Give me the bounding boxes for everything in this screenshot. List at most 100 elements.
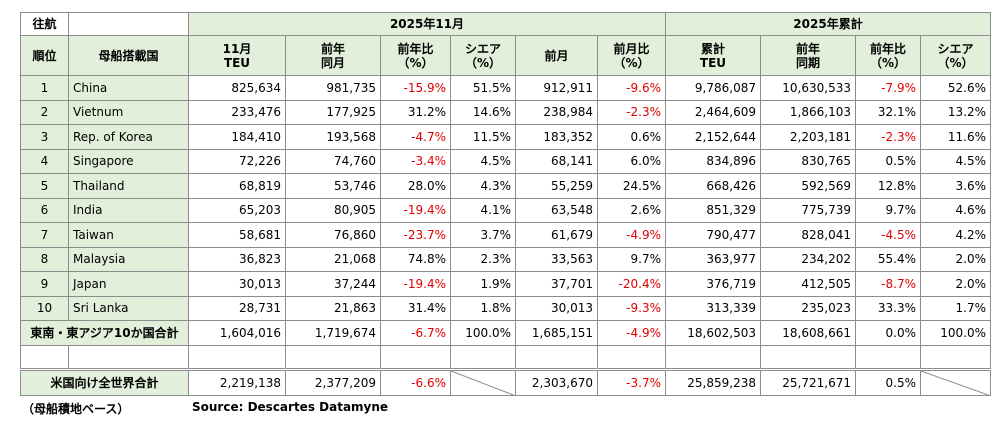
table-cell: 100.0% [450,320,516,346]
table-cell: 63,548 [515,197,598,223]
table-cell: 4.2% [920,222,991,248]
table-cell: -19.4% [380,197,451,223]
blank-cell [855,345,921,369]
column-header: 前年 同月 [285,35,381,76]
blank-cell [450,345,516,369]
table-cell: -6.6% [380,370,451,396]
blank-cell [665,345,761,369]
table-cell: 21,068 [285,246,381,272]
table-cell: 33,563 [515,246,598,272]
table-cell: 1,604,016 [188,320,286,346]
table-cell: 13.2% [920,99,991,125]
table-cell: 912,911 [515,75,598,101]
table-cell: 52.6% [920,75,991,101]
row-label: Singapore [68,148,189,174]
table-cell: 72,226 [188,148,286,174]
row-label: Malaysia [68,246,189,272]
table-cell: 0.0% [855,320,921,346]
table-cell: -15.9% [380,75,451,101]
table-cell: 30,013 [188,271,286,297]
table-cell: 0.5% [855,148,921,174]
table-cell: 2,152,644 [665,124,761,150]
row-label: Japan [68,271,189,297]
table-cell: 1.7% [920,295,991,321]
table-cell: 830,765 [760,148,856,174]
row-label: Vietnum [68,99,189,125]
table-cell: 238,984 [515,99,598,125]
table-cell: 11.5% [450,124,516,150]
total-label: 東南・東アジア10か国合計 [20,320,189,346]
column-header: 母船搭載国 [68,35,189,76]
table-cell: 4.3% [450,173,516,199]
table-cell: 1,719,674 [285,320,381,346]
column-header: 順位 [20,35,69,76]
row-label: India [68,197,189,223]
table-cell: -4.9% [597,320,666,346]
table-cell: 25,721,671 [760,370,856,396]
table-cell: 74.8% [380,246,451,272]
table-cell: 4.5% [450,148,516,174]
table-cell: 28.0% [380,173,451,199]
table-cell: 37,701 [515,271,598,297]
table-cell: 2,303,670 [515,370,598,396]
table-cell: 184,410 [188,124,286,150]
table-cell: 37,244 [285,271,381,297]
blank-cell [188,345,286,369]
row-label: Taiwan [68,222,189,248]
table-cell: 61,679 [515,222,598,248]
table-cell: 313,339 [665,295,761,321]
row-label: 6 [20,197,69,223]
row-label: Rep. of Korea [68,124,189,150]
table-cell: 3.6% [920,173,991,199]
table-cell: 363,977 [665,246,761,272]
row-label: 2 [20,99,69,125]
blank-cell [597,345,666,369]
table-cell: 235,023 [760,295,856,321]
column-header: シエア （%） [920,35,991,76]
table-cell: 18,608,661 [760,320,856,346]
blank-cell [760,345,856,369]
table-cell: -9.6% [597,75,666,101]
blank-cell [380,345,451,369]
row-label: 10 [20,295,69,321]
table-cell: 58,681 [188,222,286,248]
table-cell: 1,866,103 [760,99,856,125]
period-header: 2025年累計 [665,12,991,36]
table-cell: -9.3% [597,295,666,321]
table-cell: 2.6% [597,197,666,223]
table-cell: 53,746 [285,173,381,199]
table-cell: 21,863 [285,295,381,321]
table-cell: 775,739 [760,197,856,223]
table-cell: -3.4% [380,148,451,174]
table-cell: -6.7% [380,320,451,346]
diagonal [921,371,991,396]
table-cell: 193,568 [285,124,381,150]
table-cell: -23.7% [380,222,451,248]
table-cell: 2.0% [920,271,991,297]
corner-cell: 往航 [20,12,69,36]
table-cell: 412,505 [760,271,856,297]
table-cell: 76,860 [285,222,381,248]
table-cell: 9.7% [597,246,666,272]
table-cell: 183,352 [515,124,598,150]
table-cell: 55,259 [515,173,598,199]
table-cell: 11.6% [920,124,991,150]
blank-cell [920,345,991,369]
diagonal-cell [450,370,516,396]
blank-cell [515,345,598,369]
table-cell: 30,013 [515,295,598,321]
table-cell: -2.3% [855,124,921,150]
table-cell: 0.6% [597,124,666,150]
row-label: 1 [20,75,69,101]
table-cell: -4.9% [597,222,666,248]
table-cell: 24.5% [597,173,666,199]
table-cell: 32.1% [855,99,921,125]
table-cell: 28,731 [188,295,286,321]
table-cell: 4.5% [920,148,991,174]
table-cell: 9,786,087 [665,75,761,101]
table-cell: 233,476 [188,99,286,125]
table-cell: 2,203,181 [760,124,856,150]
table-cell: 2,377,209 [285,370,381,396]
table-cell: 31.2% [380,99,451,125]
table-cell: 9.7% [855,197,921,223]
